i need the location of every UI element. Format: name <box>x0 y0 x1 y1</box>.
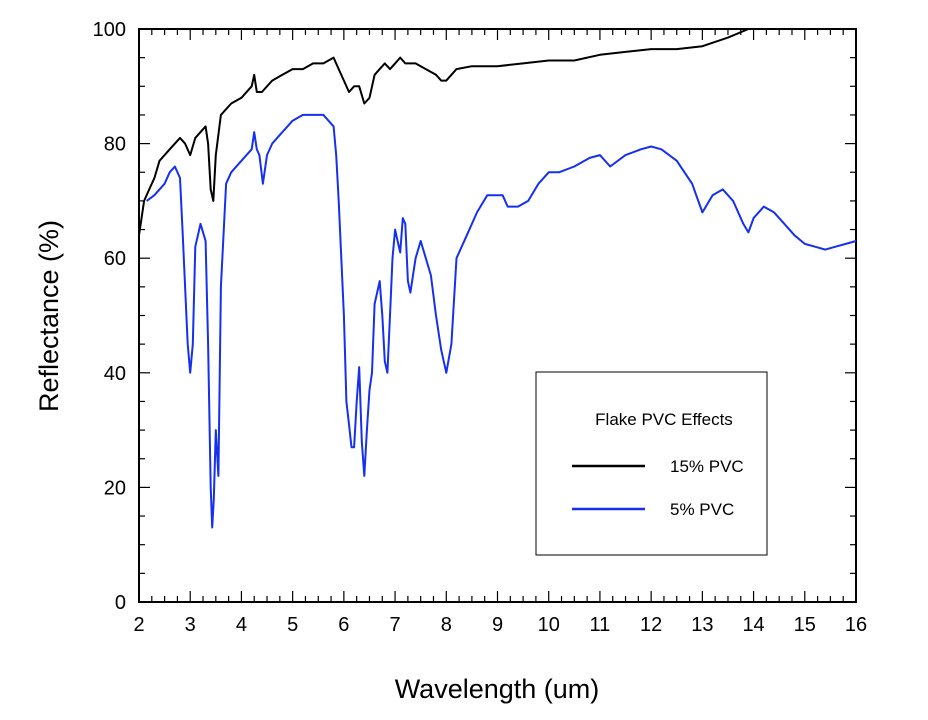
x-tick-label: 5 <box>287 614 298 636</box>
y-tick-label: 100 <box>93 19 126 41</box>
y-tick-label: 20 <box>104 477 126 499</box>
legend-label-15-pvc: 15% PVC <box>670 457 744 476</box>
x-tick-label: 6 <box>338 614 349 636</box>
x-tick-label: 12 <box>640 614 662 636</box>
x-tick-label: 2 <box>133 614 144 636</box>
plot-frame <box>138 28 857 603</box>
tick-labels: 2 3 4 5 6 7 8 9 10 11 12 13 14 15 16 0 20 40 60 80 100 <box>93 19 868 636</box>
series-line-15-pvc <box>138 28 749 236</box>
y-tick-label: 60 <box>104 248 126 270</box>
y-tick-label: 40 <box>104 363 126 385</box>
x-tick-label: 10 <box>538 614 560 636</box>
x-tick-label: 9 <box>492 614 503 636</box>
x-axis-title: Wavelength (um) <box>395 674 600 704</box>
data-series <box>138 28 857 529</box>
x-tick-label: 7 <box>390 614 401 636</box>
legend-label-5-pvc: 5% PVC <box>670 500 734 519</box>
legend: Flake PVC Effects 15% PVC 5% PVC <box>535 371 768 556</box>
x-tick-label: 4 <box>236 614 247 636</box>
x-tick-label: 11 <box>590 614 611 636</box>
x-tick-label: 3 <box>185 614 196 636</box>
x-tick-label: 13 <box>691 614 713 636</box>
y-tick-label: 0 <box>115 592 126 614</box>
y-tick-label: 80 <box>104 134 126 156</box>
legend-title: Flake PVC Effects <box>595 410 733 429</box>
x-tick-label: 15 <box>794 614 816 636</box>
x-tick-label: 16 <box>845 614 867 636</box>
y-axis-title: Reflectance (%) <box>34 220 64 412</box>
legend-box <box>535 371 768 556</box>
x-tick-label: 8 <box>441 614 452 636</box>
series-line-5-pvc <box>146 113 857 529</box>
x-tick-label: 14 <box>742 614 764 636</box>
